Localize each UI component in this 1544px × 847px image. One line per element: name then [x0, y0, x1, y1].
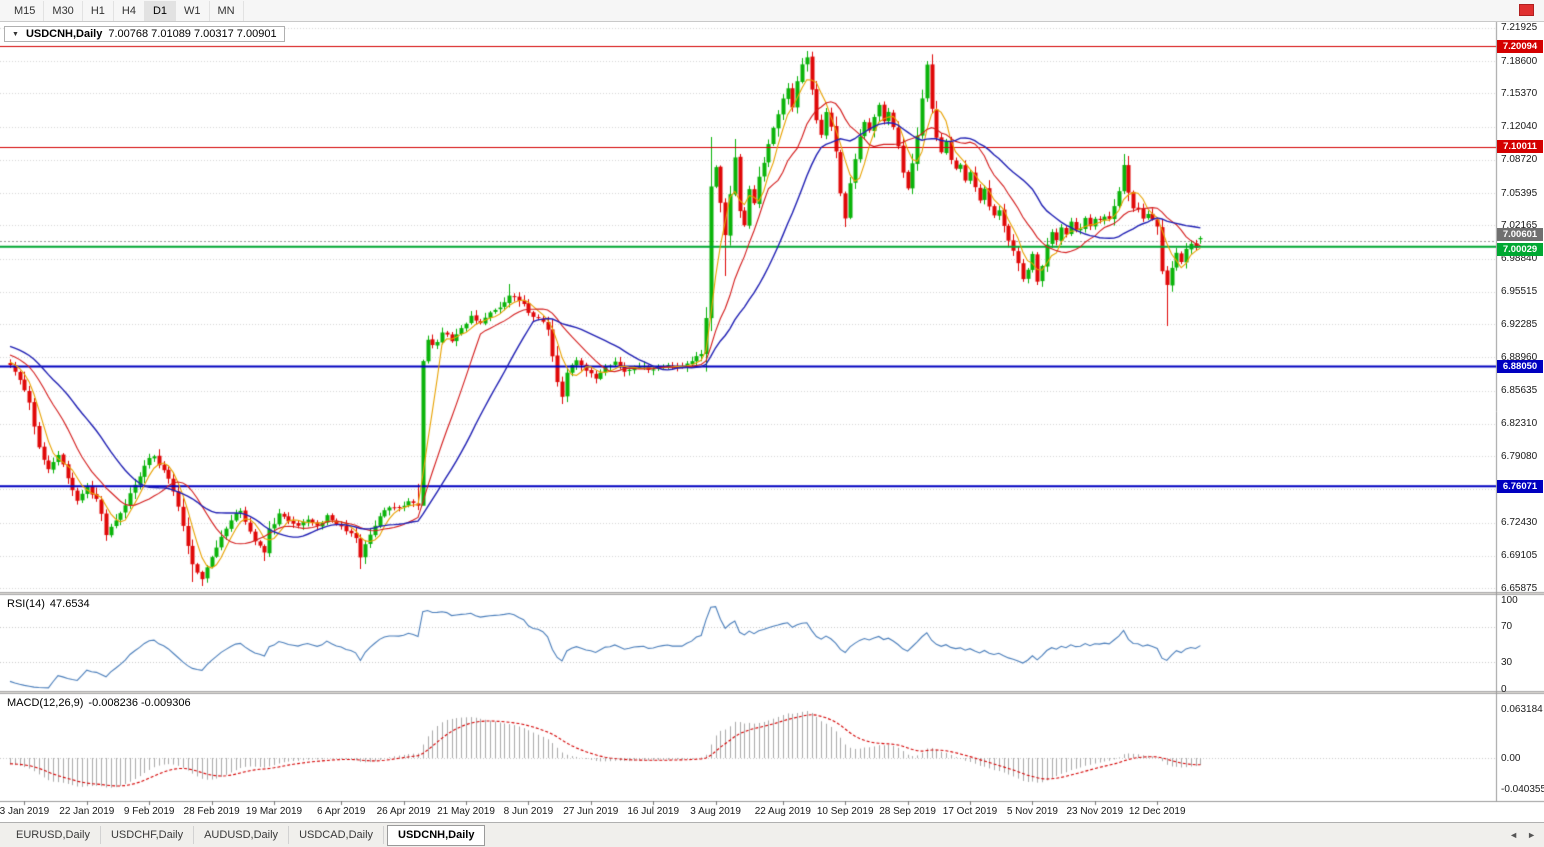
date-axis-label: 12 Dec 2019	[1128, 806, 1186, 817]
date-axis-label: 22 Aug 2019	[754, 806, 811, 817]
date-axis-label: 28 Feb 2019	[183, 806, 240, 817]
price-axis-label: 6.95515	[1501, 286, 1538, 298]
price-axis-label: 7.08720	[1501, 154, 1538, 166]
chart-tab-bar: EURUSD,Daily USDCHF,Daily AUDUSD,Daily USDC…	[0, 822, 1544, 847]
timeframe-button-d1[interactable]: D1	[144, 0, 176, 21]
date-axis-label: 16 Jul 2019	[627, 806, 680, 817]
timeframe-button-h1[interactable]: H1	[83, 0, 114, 21]
timeframe-toolbar: M15 M30 H1 H4 D1 W1 MN	[0, 0, 1544, 22]
date-axis-label: 19 Mar 2019	[245, 806, 303, 817]
date-axis-label: 26 Apr 2019	[376, 806, 431, 817]
price-axis-label: 6.69105	[1501, 550, 1538, 562]
chart-tab-usdcad[interactable]: USDCAD,Daily	[289, 826, 385, 844]
chart-tab-eurusd[interactable]: EURUSD,Daily	[6, 826, 101, 844]
price-axis-label: 7.05395	[1501, 187, 1538, 199]
current-price-tag: 7.00601	[1497, 228, 1543, 242]
rsi-axis-label: 0	[1501, 683, 1507, 695]
timeframe-button-h4[interactable]: H4	[114, 0, 145, 21]
date-axis-label: 8 Jun 2019	[503, 806, 554, 817]
date-axis-label: 22 Jan 2019	[59, 806, 115, 817]
price-level-tag: 7.10011	[1497, 140, 1543, 154]
price-axis-label: 6.82310	[1501, 418, 1538, 430]
chart-symbol-label: USDCNH,Daily	[25, 28, 103, 40]
timeframe-buttons: M15 M30 H1 H4 D1 W1 MN	[0, 0, 244, 21]
price-axis-label: 6.88960	[1501, 351, 1538, 363]
rsi-name: RSI(14)	[7, 598, 45, 610]
macd-axis-label: 0.00	[1501, 752, 1521, 764]
chart-ohlc-values: 7.00768 7.01089 7.00317 7.00901	[108, 28, 277, 40]
price-axis-label: 7.21925	[1501, 22, 1538, 34]
macd-axis-label: -0.040355	[1501, 783, 1544, 795]
chart-tab-usdchf[interactable]: USDCHF,Daily	[101, 826, 195, 844]
date-axis-label: 3 Jan 2019	[0, 806, 50, 817]
alert-indicator-icon[interactable]	[1519, 4, 1534, 16]
collapse-triangle-icon[interactable]: ▼	[12, 30, 19, 38]
date-axis-label: 17 Oct 2019	[942, 806, 998, 817]
date-axis-label: 23 Nov 2019	[1066, 806, 1124, 817]
rsi-axis-label: 70	[1501, 621, 1513, 633]
date-axis-label: 5 Nov 2019	[1006, 806, 1058, 817]
date-axis-label: 28 Sep 2019	[879, 806, 936, 817]
price-level-tag: 6.76071	[1497, 479, 1543, 493]
price-axis-label: 7.12040	[1501, 121, 1538, 133]
timeframe-button-m30[interactable]: M30	[44, 0, 83, 21]
date-axis-label: 9 Feb 2019	[123, 806, 175, 817]
date-axis-label: 27 Jun 2019	[563, 806, 619, 817]
macd-axis-label: 0.063184	[1501, 703, 1543, 715]
price-axis-label: 6.85635	[1501, 385, 1538, 397]
date-axis-label: 3 Aug 2019	[690, 806, 741, 817]
date-axis-label: 6 Apr 2019	[317, 806, 366, 817]
chart-title-box[interactable]: ▼ USDCNH,Daily 7.00768 7.01089 7.00317 7…	[4, 26, 285, 42]
chart-tab-usdcnh[interactable]: USDCNH,Daily	[387, 824, 486, 846]
macd-indicator-label: MACD(12,26,9) -0.008236 -0.009306	[7, 697, 196, 709]
price-axis-label: 7.15370	[1501, 87, 1538, 99]
price-axis-label: 6.98840	[1501, 253, 1538, 265]
price-axis-label: 7.02165	[1501, 219, 1538, 231]
price-axis-label: 7.18600	[1501, 55, 1538, 67]
macd-name: MACD(12,26,9)	[7, 697, 84, 709]
rsi-axis-label: 100	[1501, 594, 1518, 606]
timeframe-button-mn[interactable]: MN	[210, 0, 244, 21]
chart-tabs: EURUSD,Daily USDCHF,Daily AUDUSD,Daily USDC…	[6, 823, 486, 847]
price-chart-canvas[interactable]	[0, 22, 1544, 822]
chart-tab-audusd[interactable]: AUDUSD,Daily	[194, 826, 290, 844]
rsi-indicator-label: RSI(14) 47.6534	[7, 598, 95, 610]
date-axis-label: 10 Sep 2019	[816, 806, 874, 817]
tab-scroll-right-icon[interactable]: ►	[1527, 830, 1536, 840]
date-axis-label: 21 May 2019	[437, 806, 495, 817]
price-axis-label: 6.79080	[1501, 450, 1538, 462]
price-axis-label: 6.65875	[1501, 582, 1538, 594]
price-axis-label: 6.92285	[1501, 318, 1538, 330]
macd-values: -0.008236 -0.009306	[88, 697, 191, 709]
timeframe-button-m15[interactable]: M15	[6, 0, 45, 21]
price-level-tag: 7.20094	[1497, 39, 1543, 53]
price-level-tag: 6.88050	[1497, 360, 1543, 373]
tab-scroll-controls: ◄ ►	[1509, 823, 1536, 847]
timeframe-button-w1[interactable]: W1	[176, 0, 210, 21]
rsi-axis-label: 30	[1501, 656, 1513, 668]
tab-scroll-left-icon[interactable]: ◄	[1509, 830, 1519, 840]
price-axis-label: 6.72430	[1501, 517, 1538, 529]
price-level-tag: 7.00029	[1497, 242, 1543, 256]
rsi-value: 47.6534	[49, 598, 90, 610]
